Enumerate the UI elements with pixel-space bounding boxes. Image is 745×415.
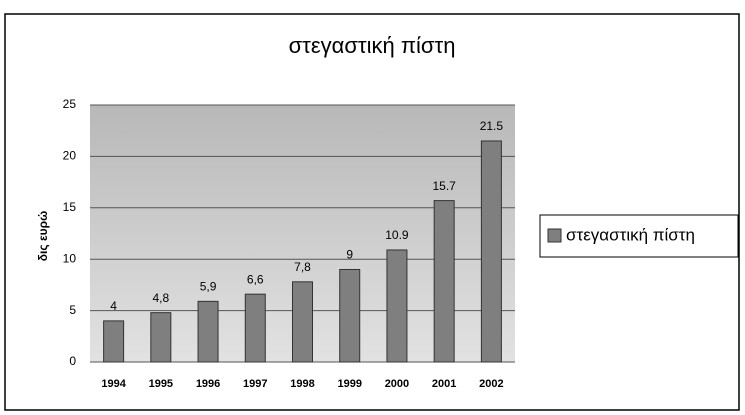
value-label: 9 <box>346 248 353 262</box>
bar <box>433 200 455 363</box>
value-label: 6,6 <box>247 272 264 286</box>
bar <box>339 268 361 363</box>
chart-title: στεγαστική πίστη <box>289 33 456 58</box>
y-tick-label: 5 <box>69 303 76 317</box>
y-axis-label: δις ευρώ <box>36 211 50 261</box>
legend-box <box>539 214 739 258</box>
y-tick-label: 0 <box>69 354 76 368</box>
x-tick-label: 1996 <box>196 378 220 390</box>
bar <box>197 300 219 363</box>
y-tick-label: 25 <box>63 97 77 111</box>
bar <box>480 140 502 363</box>
x-tick-label: 1995 <box>149 378 173 390</box>
x-tick-label: 1999 <box>337 378 361 390</box>
value-label: 21.5 <box>480 119 504 133</box>
value-label: 7,8 <box>294 260 311 274</box>
x-tick-label: 1997 <box>243 378 267 390</box>
x-tick-label: 2002 <box>479 378 503 390</box>
value-label: 10.9 <box>385 228 409 242</box>
bar <box>150 312 172 363</box>
value-label: 15.7 <box>432 179 456 193</box>
x-tick-label: 2001 <box>432 378 456 390</box>
value-label: 4,8 <box>152 291 169 305</box>
y-tick-label: 15 <box>63 200 77 214</box>
legend-label: στεγαστική πίστη <box>566 225 695 244</box>
bar <box>244 293 266 363</box>
bar <box>103 320 125 363</box>
value-label: 5,9 <box>200 280 217 294</box>
x-tick-label: 1994 <box>101 378 126 390</box>
y-tick-label: 20 <box>63 149 77 163</box>
bar <box>292 281 313 363</box>
y-tick-label: 10 <box>63 251 77 265</box>
value-label: 4 <box>110 299 117 313</box>
legend-swatch <box>547 228 562 243</box>
x-tick-label: 1998 <box>290 378 314 390</box>
x-tick-label: 2000 <box>385 378 409 390</box>
bar <box>386 249 408 363</box>
